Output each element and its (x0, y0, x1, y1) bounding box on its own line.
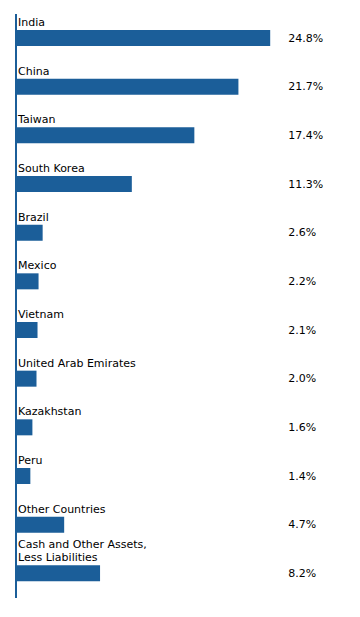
svg-text:Mexico: Mexico (18, 259, 57, 272)
svg-text:Taiwan: Taiwan (17, 113, 55, 126)
svg-text:Vietnam: Vietnam (18, 308, 64, 321)
svg-text:2.2%: 2.2% (288, 275, 316, 288)
svg-text:Other Countries: Other Countries (18, 503, 106, 516)
svg-text:11.3%: 11.3% (288, 178, 323, 191)
svg-text:2.0%: 2.0% (288, 372, 316, 385)
svg-text:Cash and Other Assets,Less Lia: Cash and Other Assets,Less Liabilities (18, 538, 147, 564)
svg-text:South Korea: South Korea (18, 162, 85, 175)
svg-text:United Arab Emirates: United Arab Emirates (18, 357, 136, 370)
svg-text:17.4%: 17.4% (288, 129, 323, 142)
svg-text:China: China (18, 65, 49, 78)
svg-text:8.2%: 8.2% (288, 567, 316, 580)
svg-text:Peru: Peru (18, 454, 43, 467)
svg-text:21.7%: 21.7% (288, 80, 323, 93)
svg-text:2.1%: 2.1% (288, 324, 316, 337)
svg-text:Kazakhstan: Kazakhstan (18, 405, 81, 418)
svg-text:4.7%: 4.7% (288, 518, 316, 531)
svg-text:Brazil: Brazil (18, 211, 49, 224)
svg-text:India: India (18, 16, 45, 29)
svg-text:1.4%: 1.4% (288, 470, 316, 483)
svg-text:1.6%: 1.6% (288, 421, 316, 434)
svg-text:2.6%: 2.6% (288, 226, 316, 239)
svg-text:24.8%: 24.8% (288, 32, 323, 45)
